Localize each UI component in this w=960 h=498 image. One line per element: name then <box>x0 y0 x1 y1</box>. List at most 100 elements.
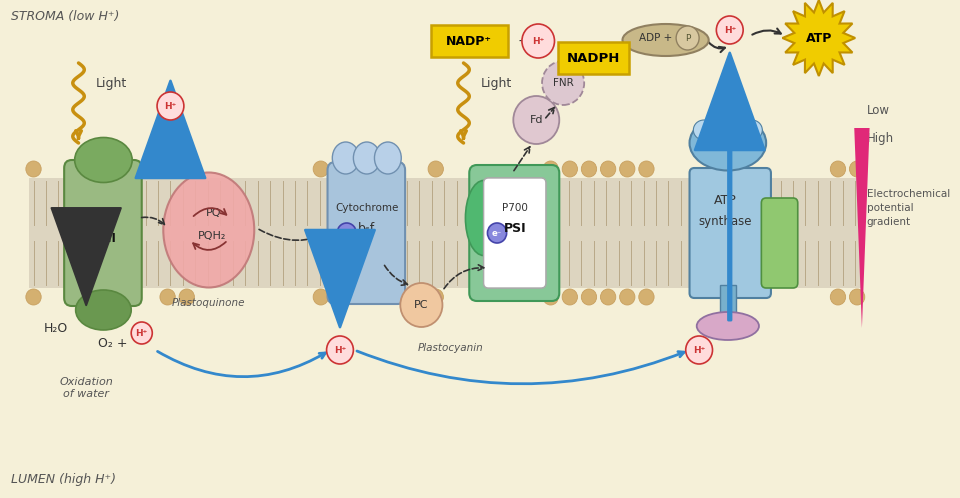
Circle shape <box>600 161 615 177</box>
Circle shape <box>514 96 560 144</box>
Text: synthase: synthase <box>698 215 752 228</box>
Text: e⁻: e⁻ <box>342 229 351 238</box>
Text: P680: P680 <box>90 215 116 225</box>
Text: P: P <box>684 33 690 42</box>
Circle shape <box>132 322 153 344</box>
Ellipse shape <box>693 120 714 140</box>
Circle shape <box>180 161 195 177</box>
Circle shape <box>326 336 353 364</box>
Bar <box>29 178 862 288</box>
Circle shape <box>400 283 443 327</box>
Circle shape <box>638 289 654 305</box>
FancyBboxPatch shape <box>559 42 629 74</box>
Circle shape <box>850 161 865 177</box>
FancyBboxPatch shape <box>761 198 798 288</box>
Circle shape <box>180 289 195 305</box>
Text: e⁻: e⁻ <box>492 229 502 238</box>
Circle shape <box>428 161 444 177</box>
Ellipse shape <box>353 142 380 174</box>
Circle shape <box>337 223 356 243</box>
Text: H⁺: H⁺ <box>693 346 706 355</box>
Circle shape <box>160 161 176 177</box>
Circle shape <box>619 161 635 177</box>
Text: Oxidation
of water: Oxidation of water <box>60 377 113 399</box>
Circle shape <box>157 92 184 120</box>
Text: P700: P700 <box>502 203 528 213</box>
Circle shape <box>638 161 654 177</box>
Circle shape <box>850 289 865 305</box>
FancyBboxPatch shape <box>484 178 546 288</box>
Ellipse shape <box>374 142 401 174</box>
Circle shape <box>582 161 596 177</box>
Polygon shape <box>854 128 870 328</box>
Circle shape <box>563 289 578 305</box>
Text: ADP +: ADP + <box>639 33 673 43</box>
Bar <box>720 285 735 323</box>
Circle shape <box>332 289 348 305</box>
Text: H⁺: H⁺ <box>724 25 736 34</box>
Circle shape <box>522 24 555 58</box>
Circle shape <box>160 289 176 305</box>
Text: H⁺: H⁺ <box>135 329 148 338</box>
Text: NADPH: NADPH <box>567 51 620 65</box>
FancyBboxPatch shape <box>689 168 771 298</box>
Text: H₂O: H₂O <box>43 322 67 335</box>
Text: ATP: ATP <box>713 194 736 207</box>
Text: H⁺: H⁺ <box>532 36 544 45</box>
Text: ATP: ATP <box>805 31 832 44</box>
FancyBboxPatch shape <box>431 25 508 57</box>
Ellipse shape <box>622 24 708 56</box>
Text: Fd: Fd <box>530 115 543 125</box>
Text: e⁻: e⁻ <box>80 229 89 238</box>
Text: Light: Light <box>481 77 512 90</box>
Circle shape <box>543 161 559 177</box>
Text: Plastocyanin: Plastocyanin <box>418 343 483 353</box>
Circle shape <box>313 161 328 177</box>
Circle shape <box>428 289 444 305</box>
Text: PQ: PQ <box>205 208 222 218</box>
Text: H⁺: H⁺ <box>164 102 177 111</box>
Ellipse shape <box>75 137 132 182</box>
Text: PQH₂: PQH₂ <box>198 231 226 241</box>
Circle shape <box>488 223 507 243</box>
Polygon shape <box>782 0 855 76</box>
Text: Low: Low <box>867 104 890 117</box>
Circle shape <box>830 161 846 177</box>
Text: NADP⁺: NADP⁺ <box>446 34 492 47</box>
FancyBboxPatch shape <box>327 162 405 304</box>
Text: High: High <box>867 131 894 144</box>
Ellipse shape <box>717 120 738 140</box>
Circle shape <box>685 336 712 364</box>
Ellipse shape <box>332 142 359 174</box>
Circle shape <box>716 16 743 44</box>
Text: O₂ +: O₂ + <box>98 337 128 350</box>
Ellipse shape <box>163 172 254 287</box>
Text: LUMEN (high H⁺): LUMEN (high H⁺) <box>12 473 116 486</box>
Circle shape <box>619 289 635 305</box>
Circle shape <box>830 289 846 305</box>
Ellipse shape <box>741 120 762 140</box>
Text: STROMA (low H⁺): STROMA (low H⁺) <box>12 10 120 23</box>
FancyBboxPatch shape <box>64 160 142 306</box>
Text: Electrochemical
potential
gradient: Electrochemical potential gradient <box>867 189 950 227</box>
Circle shape <box>313 289 328 305</box>
Circle shape <box>26 289 41 305</box>
Circle shape <box>582 289 596 305</box>
Circle shape <box>26 161 41 177</box>
Circle shape <box>332 161 348 177</box>
Text: Plastoquinone: Plastoquinone <box>172 298 246 308</box>
Ellipse shape <box>697 312 759 340</box>
Circle shape <box>600 289 615 305</box>
Circle shape <box>542 61 585 105</box>
Text: Cytochrome: Cytochrome <box>335 203 398 213</box>
Text: PSI: PSI <box>504 222 526 235</box>
Text: b₆f: b₆f <box>358 222 375 235</box>
Ellipse shape <box>689 116 766 170</box>
Ellipse shape <box>76 290 132 330</box>
Circle shape <box>543 289 559 305</box>
Ellipse shape <box>466 180 502 255</box>
Circle shape <box>676 26 699 50</box>
FancyBboxPatch shape <box>484 178 546 288</box>
Text: Light: Light <box>96 77 127 90</box>
FancyBboxPatch shape <box>469 165 560 301</box>
